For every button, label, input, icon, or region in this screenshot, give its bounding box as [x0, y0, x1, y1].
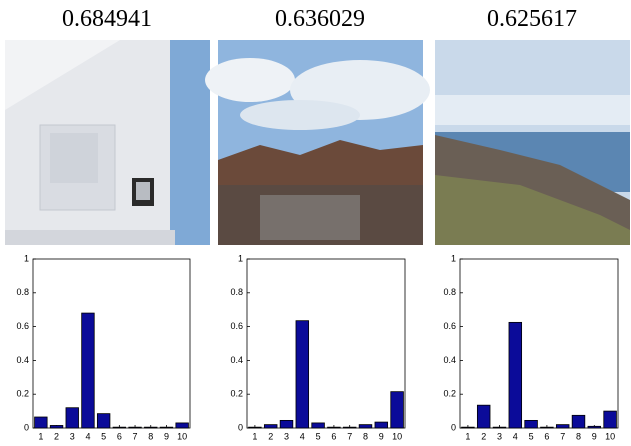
y-tick-label: 0.8: [230, 287, 243, 297]
x-tick-label: 4: [85, 431, 90, 441]
x-tick-label: 6: [117, 431, 122, 441]
x-tick-label: 10: [392, 431, 402, 441]
bar: [390, 391, 404, 429]
y-tick-label: 0.2: [230, 389, 243, 399]
x-tick-label: 10: [177, 431, 187, 441]
x-tick-label: 1: [465, 431, 470, 441]
y-tick-label: 0.8: [16, 287, 29, 297]
photo-sea: [435, 40, 630, 245]
bar: [128, 426, 142, 429]
x-tick-label: 7: [347, 431, 352, 441]
bar: [175, 422, 189, 429]
bar: [571, 414, 586, 429]
bar: [603, 410, 617, 429]
x-tick-label: 8: [148, 431, 153, 441]
x-tick-label: 1: [38, 431, 43, 441]
x-tick-label: 5: [316, 431, 321, 441]
bar: [311, 422, 325, 429]
bar: [65, 407, 79, 429]
x-tick-label: 8: [576, 431, 581, 441]
y-tick-label: 1: [451, 253, 456, 263]
bar: [279, 419, 294, 429]
y-tick-label: 0: [238, 422, 243, 432]
chart-title: 0.636029: [275, 6, 365, 32]
x-tick-label: 2: [54, 431, 59, 441]
bar: [248, 426, 262, 429]
chart-title: 0.684941: [62, 6, 152, 32]
y-tick-label: 0.8: [443, 287, 456, 297]
y-tick-label: 0.6: [230, 321, 243, 331]
bar: [112, 426, 127, 429]
y-tick-label: 0.4: [16, 355, 29, 365]
x-tick-label: 8: [363, 431, 368, 441]
y-tick-label: 1: [24, 253, 29, 263]
x-tick-label: 9: [164, 431, 169, 441]
x-tick-label: 6: [331, 431, 336, 441]
x-tick-label: 9: [379, 431, 384, 441]
bar: [263, 424, 278, 429]
x-tick-label: 4: [300, 431, 305, 441]
x-tick-label: 3: [497, 431, 502, 441]
x-tick-label: 9: [592, 431, 597, 441]
chart-title: 0.625617: [487, 6, 577, 32]
bar: [34, 416, 48, 429]
x-tick-label: 1: [252, 431, 257, 441]
x-tick-label: 3: [284, 431, 289, 441]
bar: [476, 404, 491, 429]
bar: [159, 426, 174, 429]
bar: [327, 426, 341, 429]
x-tick-label: 4: [513, 431, 518, 441]
bar: [587, 425, 602, 429]
bar: [49, 425, 64, 429]
x-tick-label: 10: [605, 431, 615, 441]
bar: [540, 426, 554, 429]
y-tick-label: 0: [451, 422, 456, 432]
y-tick-label: 1: [238, 253, 243, 263]
bar: [461, 426, 475, 429]
x-tick-label: 7: [133, 431, 138, 441]
bar: [295, 320, 310, 429]
x-tick-label: 5: [101, 431, 106, 441]
bar: [492, 426, 507, 429]
bar: [555, 424, 570, 429]
y-tick-label: 0.6: [16, 321, 29, 331]
y-tick-label: 0.4: [230, 355, 243, 365]
x-tick-label: 2: [481, 431, 486, 441]
y-tick-label: 0.4: [443, 355, 456, 365]
bar: [81, 312, 95, 429]
x-tick-label: 6: [544, 431, 549, 441]
axes-box: [246, 258, 406, 429]
bar: [524, 419, 538, 429]
x-tick-label: 3: [70, 431, 75, 441]
bar: [144, 426, 158, 429]
bar: [96, 413, 111, 429]
y-tick-label: 0.2: [16, 389, 29, 399]
y-tick-label: 0.2: [443, 389, 456, 399]
y-tick-label: 0.6: [443, 321, 456, 331]
bar: [374, 421, 389, 429]
y-tick-label: 0: [24, 422, 29, 432]
x-tick-label: 5: [529, 431, 534, 441]
bar: [342, 426, 357, 429]
axes-box: [32, 258, 191, 429]
x-tick-label: 7: [560, 431, 565, 441]
bar: [358, 424, 373, 429]
axes-box: [459, 258, 619, 429]
x-tick-label: 2: [268, 431, 273, 441]
bar: [508, 321, 523, 429]
photo-scrap: [205, 40, 430, 245]
photo-building: [5, 40, 210, 245]
